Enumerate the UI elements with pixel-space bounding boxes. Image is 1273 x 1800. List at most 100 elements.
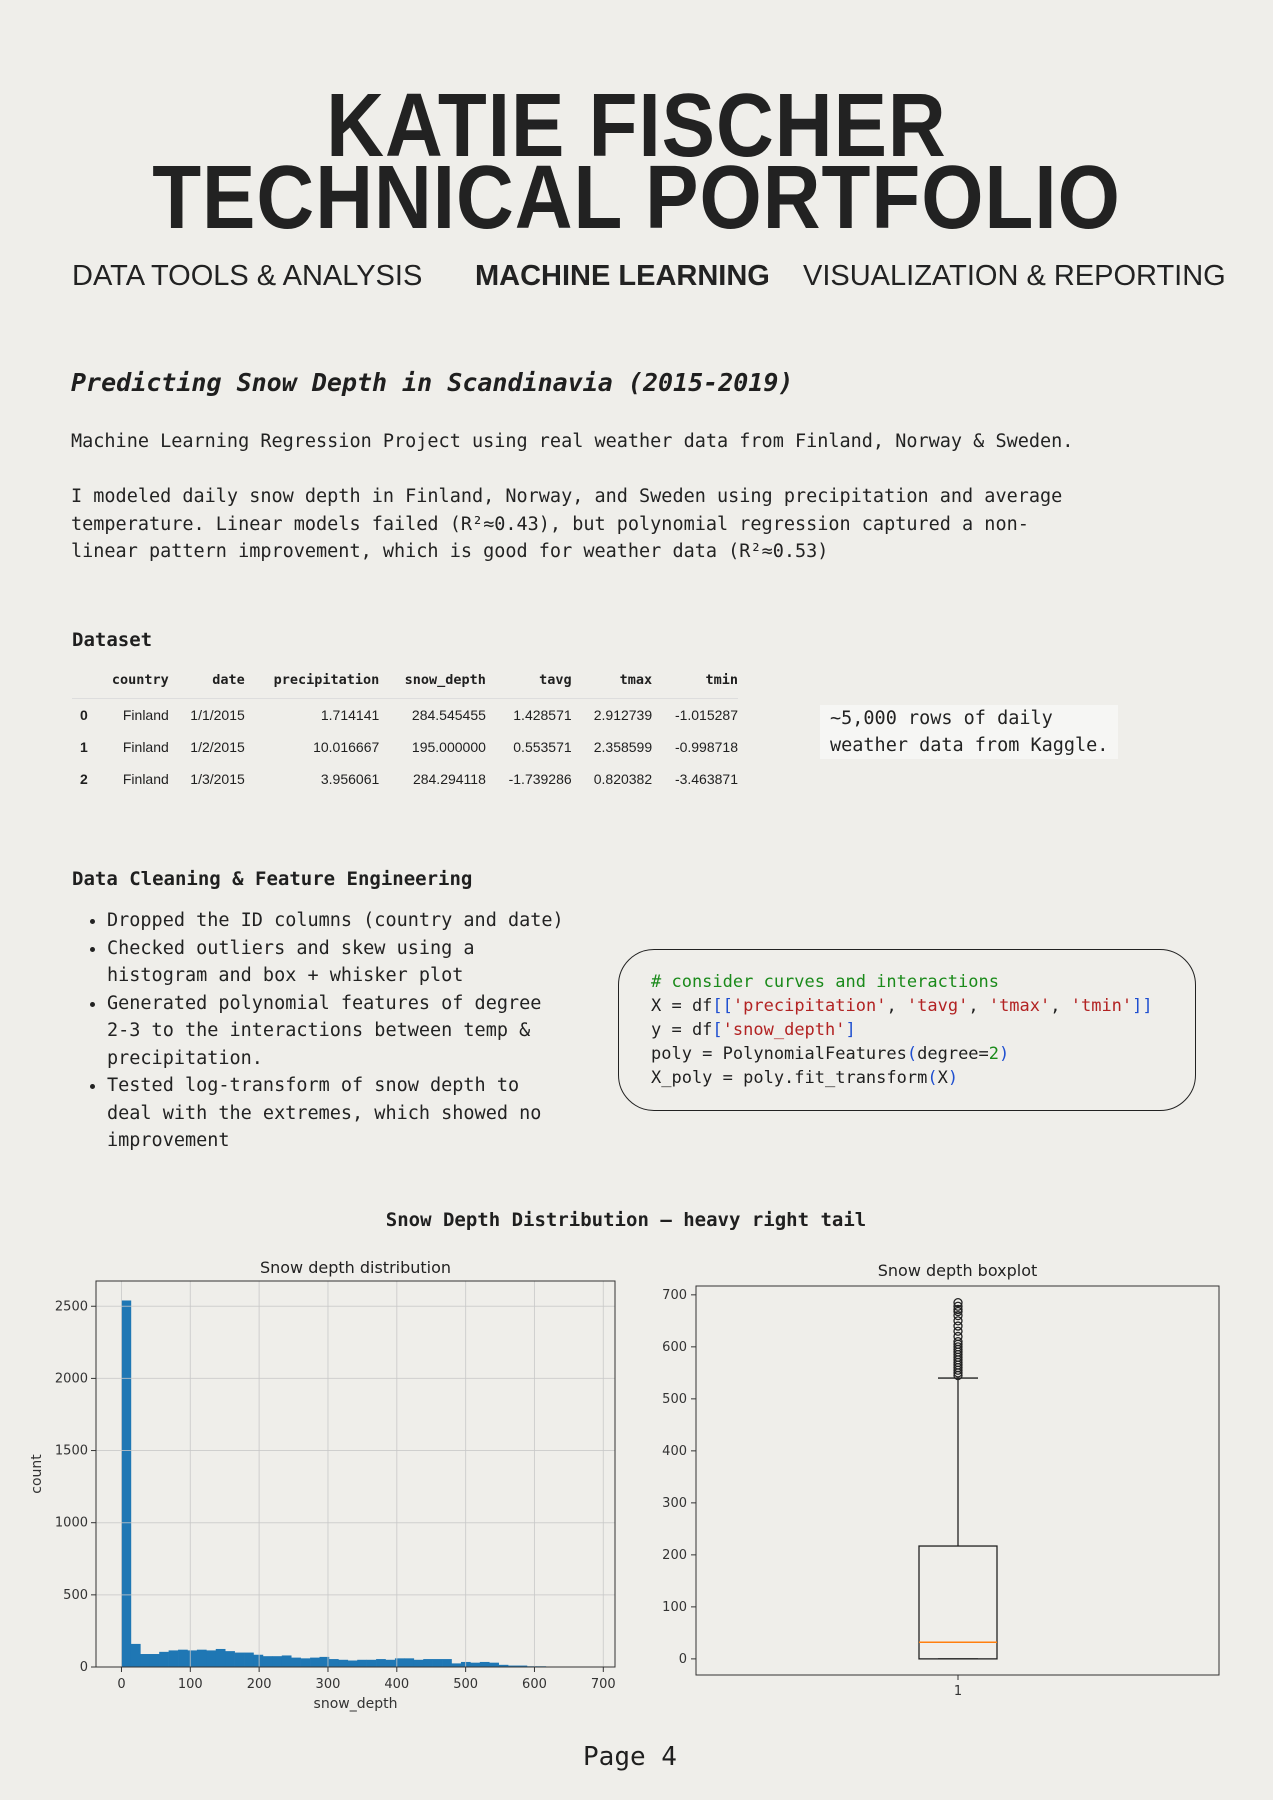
axes-frame bbox=[95, 1280, 616, 1668]
y-tick-label: 1000 bbox=[55, 1516, 88, 1531]
table-cell: 10.016667 bbox=[313, 739, 380, 755]
histogram-bar bbox=[451, 1663, 462, 1667]
nav-machine-learning[interactable]: MACHINE LEARNING bbox=[475, 260, 770, 292]
bullet-line: histogram and box + whisker plot bbox=[107, 965, 464, 986]
page-number: Page 4 bbox=[583, 1742, 677, 1772]
outlier-point bbox=[953, 1310, 963, 1321]
column-header: date bbox=[168, 672, 245, 699]
y-tick-label: 700 bbox=[662, 1288, 687, 1303]
y-tick-label: 500 bbox=[662, 1392, 687, 1407]
bullet-line: improvement bbox=[107, 1130, 230, 1151]
histogram-bar bbox=[357, 1659, 367, 1667]
column-header: tmin bbox=[652, 672, 738, 699]
y-tick-label: 600 bbox=[662, 1340, 687, 1355]
histogram-bar bbox=[178, 1649, 188, 1667]
table-cell: -3.463871 bbox=[674, 771, 738, 787]
histogram-bar bbox=[310, 1657, 320, 1667]
histogram-bar bbox=[187, 1650, 198, 1667]
project-subtitle: Machine Learning Regression Project usin… bbox=[71, 431, 1074, 452]
table-cell: 1/3/2015 bbox=[190, 771, 245, 787]
column-header: snow_depth bbox=[379, 672, 486, 699]
bullet-line: precipitation. bbox=[107, 1047, 263, 1069]
table-cell: 2.358599 bbox=[593, 739, 653, 755]
y-tick-label: 0 bbox=[80, 1660, 88, 1675]
nav-visualization[interactable]: VISUALIZATION & REPORTING bbox=[803, 260, 1226, 292]
histogram-bar bbox=[394, 1658, 405, 1667]
table-row: 0 Finland 1/1/2015 1.714141 284.545455 1.4285… bbox=[72, 699, 738, 732]
histogram-bar bbox=[272, 1656, 283, 1667]
y-axis-label: count bbox=[29, 1454, 45, 1494]
x-tick-label: 300 bbox=[316, 1677, 341, 1692]
histogram-bar bbox=[404, 1658, 415, 1667]
table-cell: -1.739286 bbox=[508, 771, 572, 787]
x-tick-label: 400 bbox=[384, 1677, 409, 1692]
bullet-item: Generated polynomial features of degree 2… bbox=[107, 990, 564, 1073]
description-line: temperature. Linear models failed (R²≈0.… bbox=[71, 513, 1029, 535]
histogram-bar bbox=[253, 1654, 264, 1667]
y-tick-label: 400 bbox=[662, 1444, 687, 1459]
table-cell: Finland bbox=[122, 707, 169, 723]
project-description: I modeled daily snow depth in Finland, N… bbox=[71, 483, 1062, 566]
histogram-bar bbox=[338, 1659, 349, 1667]
table-cell: Finland bbox=[122, 739, 169, 755]
table-row: 2 Finland 1/3/2015 3.956061 284.294118 -1.739… bbox=[72, 763, 738, 795]
description-line: I modeled daily snow depth in Finland, N… bbox=[71, 486, 1063, 507]
outlier-point bbox=[953, 1336, 963, 1347]
histogram-bar bbox=[328, 1659, 339, 1667]
x-tick-label: 1 bbox=[954, 1684, 962, 1699]
column-header: country bbox=[90, 672, 169, 699]
x-axis-label: snow_depth bbox=[314, 1696, 398, 1712]
y-tick-label: 500 bbox=[63, 1588, 88, 1603]
nav-data-tools[interactable]: DATA TOOLS & ANALYSIS bbox=[72, 260, 423, 292]
outlier-point bbox=[953, 1342, 963, 1352]
dataset-heading: Dataset bbox=[72, 629, 153, 651]
histogram-bar bbox=[319, 1656, 330, 1667]
x-tick-label: 100 bbox=[178, 1677, 203, 1692]
table-cell: 195.000000 bbox=[411, 739, 486, 755]
y-tick-label: 0 bbox=[679, 1652, 687, 1667]
chart-title: Snow depth boxplot bbox=[878, 1261, 1038, 1280]
code-block: # consider curves and interactions X = d… bbox=[618, 949, 1196, 1111]
table-header: country date precipitation snow_depth tavg tm… bbox=[72, 672, 738, 699]
table-cell: 1.714141 bbox=[320, 707, 380, 723]
histogram-bar bbox=[225, 1651, 235, 1667]
table-cell: 0.820382 bbox=[593, 771, 653, 787]
histogram-bar bbox=[347, 1660, 358, 1667]
column-header: precipitation bbox=[244, 672, 380, 699]
histogram-bar bbox=[432, 1659, 443, 1667]
table-cell: 284.545455 bbox=[411, 707, 486, 723]
note-line: ~5,000 rows of daily bbox=[830, 708, 1053, 729]
table-cell: 2.912739 bbox=[593, 707, 653, 723]
table-cell: 3.956061 bbox=[320, 771, 380, 787]
histogram-bar bbox=[489, 1662, 499, 1667]
figure-title: Snow Depth Distribution – heavy right ta… bbox=[385, 1209, 867, 1231]
table-cell: 1.428571 bbox=[513, 707, 572, 723]
bullet-line: Tested log-transform of snow depth to bbox=[107, 1075, 520, 1096]
x-tick-label: 700 bbox=[591, 1677, 616, 1692]
x-tick-label: 200 bbox=[247, 1677, 272, 1692]
histogram-bar bbox=[234, 1652, 245, 1667]
histogram-bar bbox=[479, 1661, 490, 1667]
bullet-item: Dropped the ID columns (country and date… bbox=[107, 907, 564, 935]
histogram-bar bbox=[413, 1659, 424, 1667]
bullet-item: Tested log-transform of snow depth to dea… bbox=[107, 1072, 564, 1155]
table-cell: 284.294118 bbox=[412, 771, 486, 787]
table-row: 1 Finland 1/2/2015 10.016667 195.000000 0.553… bbox=[72, 731, 738, 763]
histogram-bar bbox=[281, 1655, 292, 1667]
histogram-bar bbox=[121, 1300, 132, 1667]
histogram-bar bbox=[442, 1659, 452, 1667]
histogram-bar bbox=[376, 1659, 386, 1667]
histogram-bar bbox=[300, 1658, 311, 1667]
histogram-bar bbox=[159, 1651, 169, 1667]
code-comment: # consider curves and interactions bbox=[651, 972, 999, 992]
outlier-point bbox=[953, 1331, 963, 1342]
histogram-bar bbox=[215, 1648, 226, 1667]
histogram-bar bbox=[130, 1643, 141, 1667]
histogram-bar bbox=[262, 1656, 273, 1667]
bullet-line: 2-3 to the interactions between temp & bbox=[107, 1020, 531, 1041]
outlier-point bbox=[953, 1304, 963, 1315]
project-title: Predicting Snow Depth in Scandinavia (20… bbox=[71, 368, 794, 397]
histogram-bar bbox=[196, 1649, 207, 1667]
histogram-bar bbox=[517, 1665, 528, 1667]
outlier-point bbox=[953, 1321, 963, 1331]
